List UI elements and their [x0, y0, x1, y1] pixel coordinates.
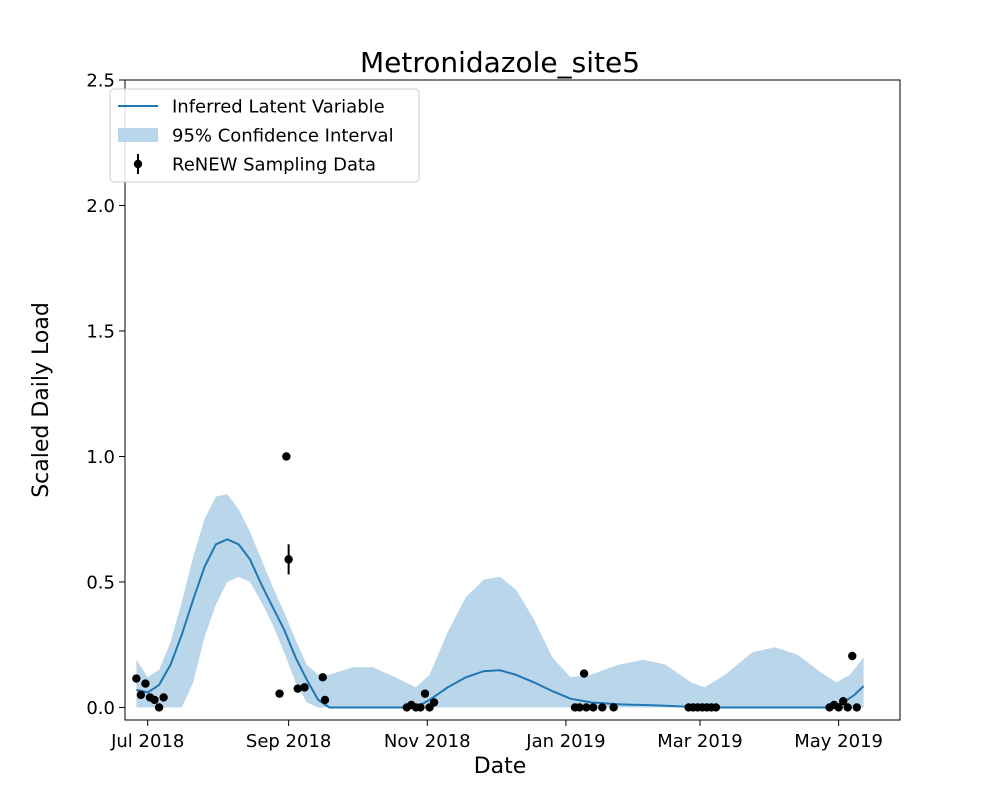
data-point	[141, 679, 150, 688]
x-tick-label: Jul 2018	[110, 731, 184, 752]
y-tick-label: 2.5	[86, 71, 115, 92]
legend-band-swatch	[118, 128, 158, 142]
data-point	[150, 695, 159, 705]
x-axis-label: Date	[474, 754, 527, 779]
data-point	[588, 703, 598, 712]
chart-title: Metronidazole_site5	[360, 46, 640, 79]
y-tick-label: 1.0	[86, 447, 115, 468]
data-point	[609, 703, 618, 712]
legend-label: 95% Confidence Interval	[172, 126, 394, 147]
data-point	[843, 703, 852, 712]
data-point	[320, 695, 330, 705]
legend-box	[109, 88, 420, 183]
legend-label: Inferred Latent Variable	[172, 97, 385, 118]
data-point	[416, 703, 425, 712]
data-point	[154, 703, 164, 712]
legend: Inferred Latent Variable 95% Confidence I…	[109, 88, 420, 183]
data-point	[848, 651, 857, 661]
data-point	[852, 703, 862, 712]
y-tick-label: 2.0	[86, 196, 115, 217]
legend-entry: 95% Confidence Interval	[118, 126, 394, 147]
data-point	[575, 703, 584, 712]
data-point	[711, 703, 721, 712]
x-tick-label: Sep 2018	[246, 731, 331, 752]
plot-frame	[124, 79, 901, 721]
y-axis: 0.0 0.5 1.0 1.5 2.0 2.5	[86, 71, 125, 719]
y-tick-label: 1.5	[86, 321, 115, 342]
data-point	[300, 683, 309, 692]
legend-label: ReNEW Sampling Data	[172, 155, 376, 176]
x-tick-label: Mar 2019	[657, 731, 743, 752]
data-point	[132, 674, 141, 683]
data-point	[275, 689, 284, 698]
data-point	[598, 703, 607, 712]
data-point	[582, 703, 591, 712]
x-tick-label: Nov 2018	[384, 731, 471, 752]
data-point	[136, 690, 146, 700]
x-tick-label: May 2019	[794, 731, 883, 752]
legend-entry: Inferred Latent Variable	[118, 97, 385, 118]
data-point	[159, 693, 168, 702]
data-point	[293, 684, 302, 693]
y-tick-label: 0.0	[86, 698, 115, 719]
data-point	[318, 673, 327, 682]
data-point	[284, 555, 293, 564]
data-point	[282, 452, 291, 461]
y-axis-label: Scaled Daily Load	[29, 302, 54, 498]
data-point	[834, 703, 843, 712]
data-point	[420, 689, 430, 698]
x-tick-label: Jan 2019	[525, 731, 605, 752]
confidence-band	[136, 494, 864, 708]
data-point	[579, 669, 589, 678]
plot-area	[132, 452, 865, 712]
data-point	[429, 698, 439, 707]
data-point	[838, 696, 848, 706]
legend-point-swatch	[133, 159, 143, 169]
legend-entry: ReNEW Sampling Data	[133, 154, 376, 176]
y-tick-label: 0.5	[86, 572, 115, 593]
x-axis: Jul 2018 Sep 2018 Nov 2018 Jan 2019 Mar 2019…	[110, 720, 883, 752]
